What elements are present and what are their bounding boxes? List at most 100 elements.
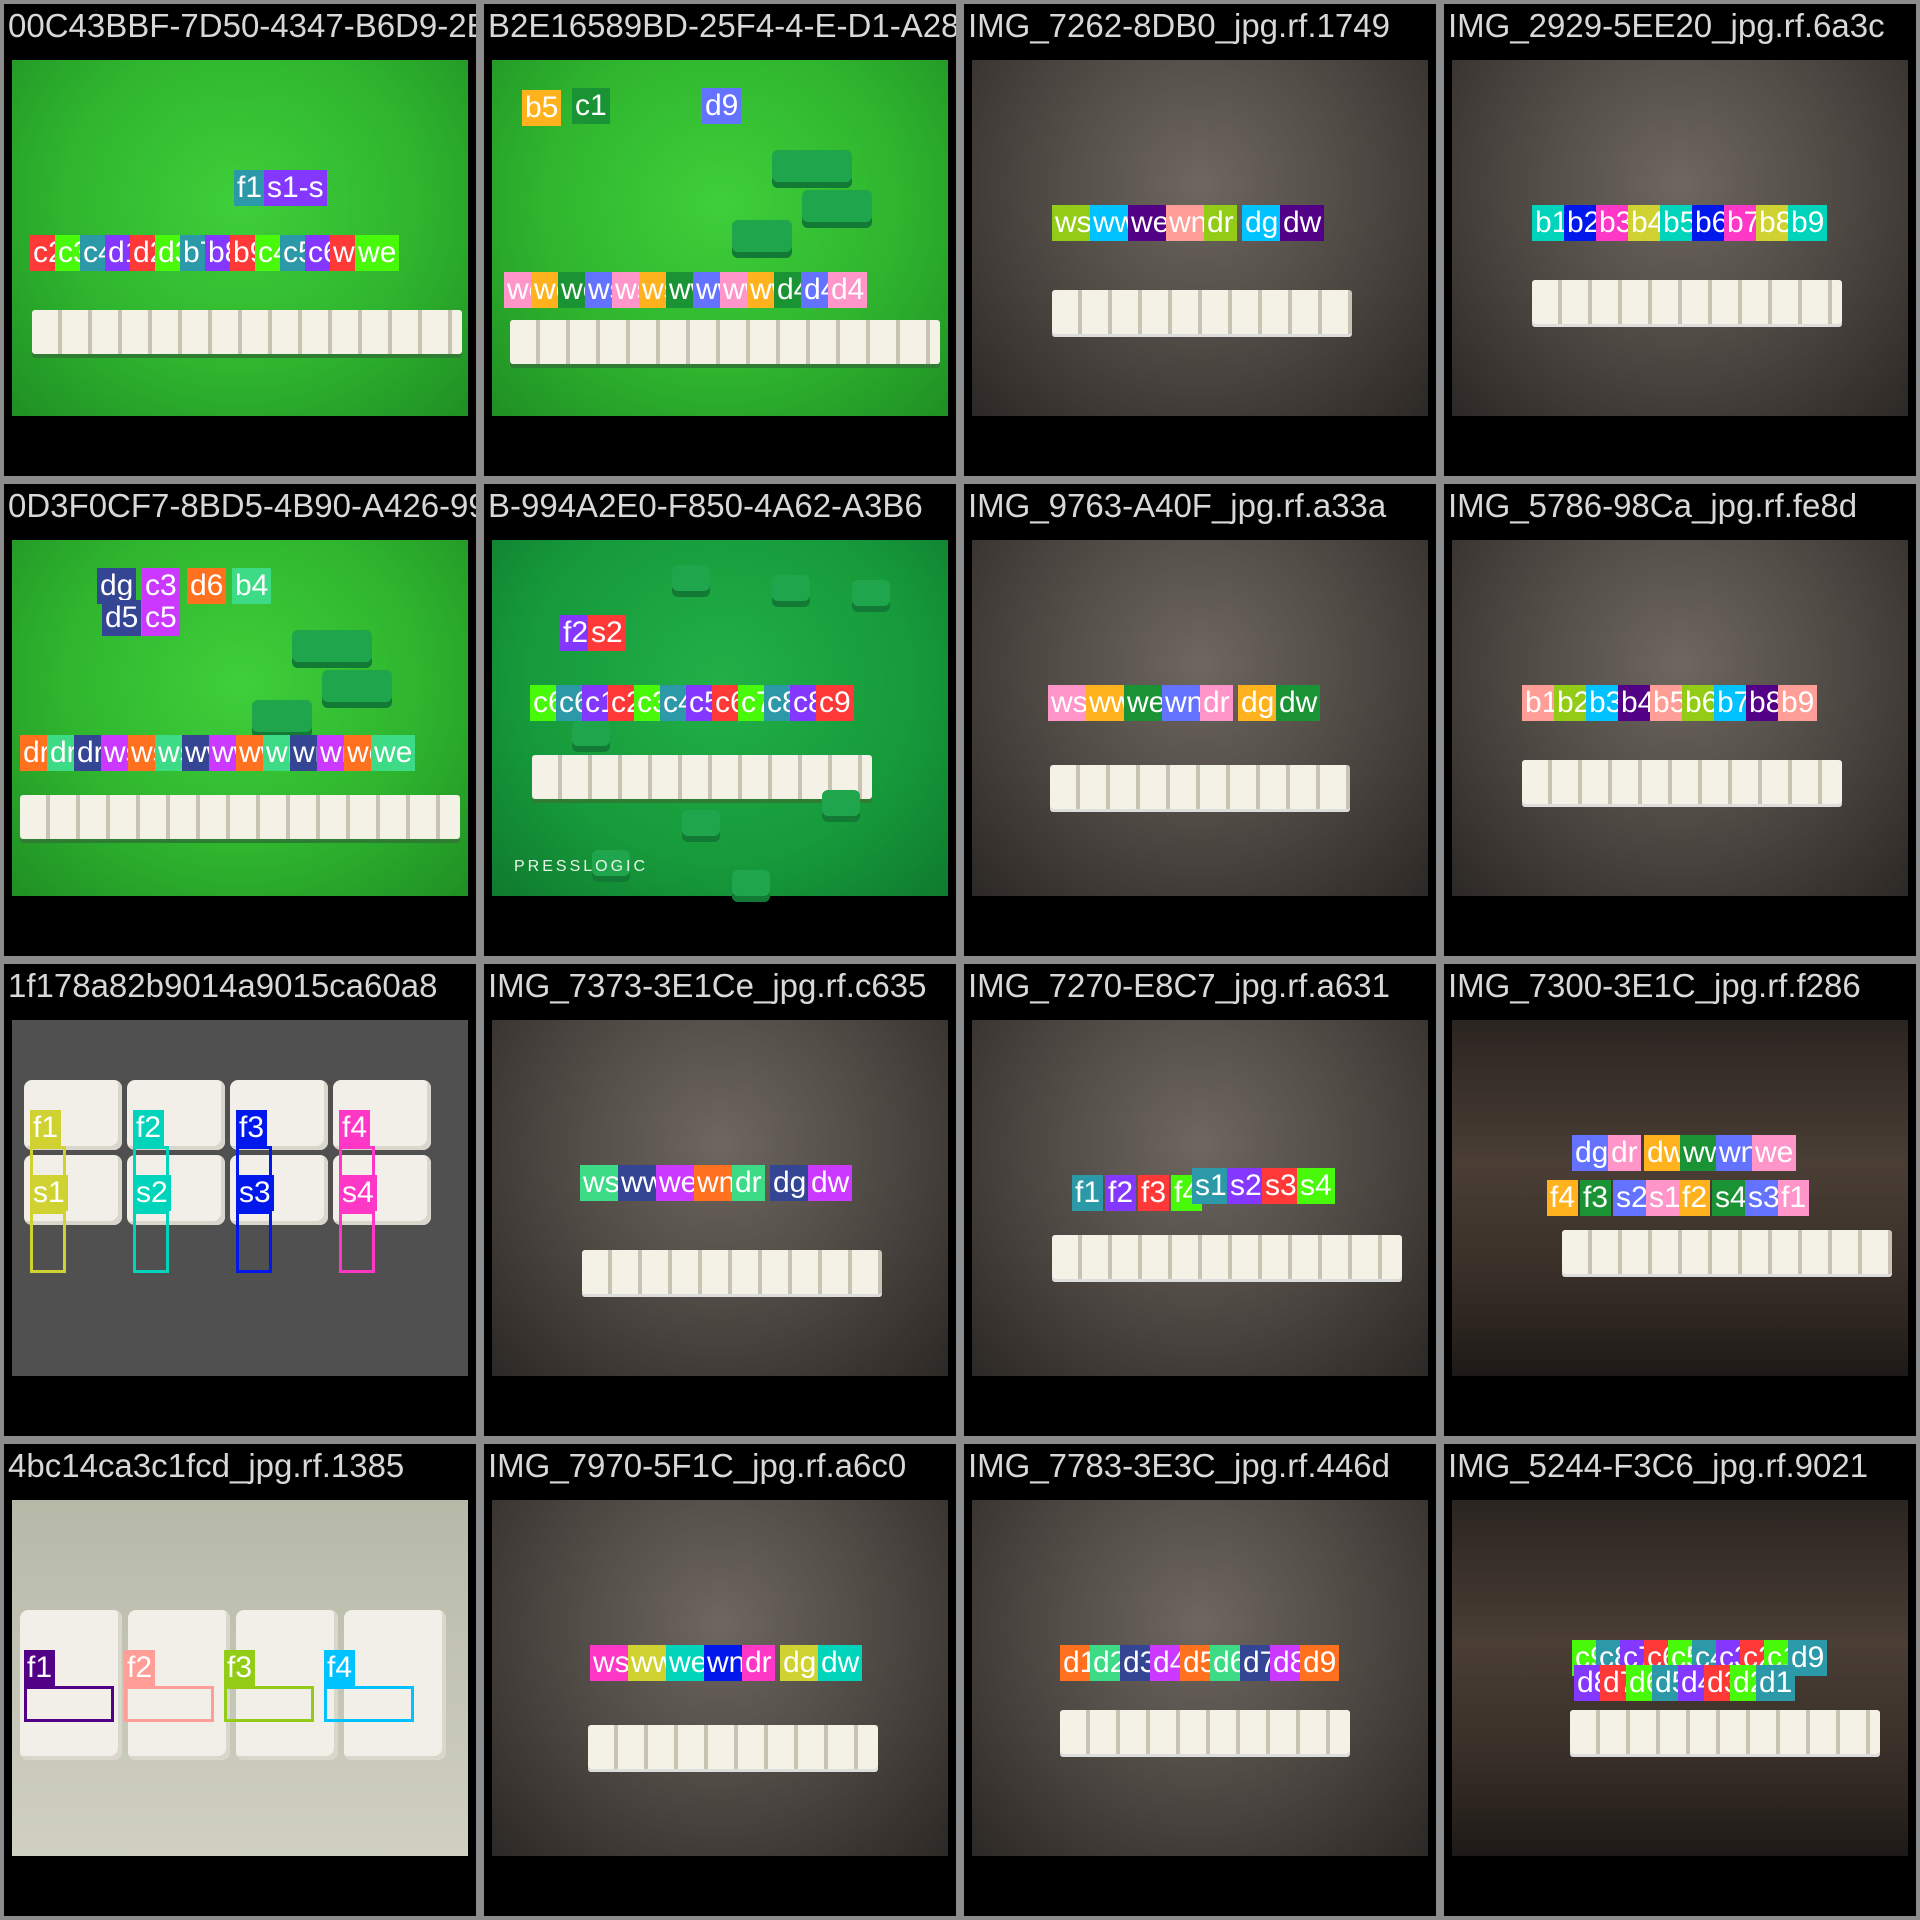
- photo: ws ww we wn dr dg dw: [972, 60, 1428, 416]
- mahjong-tile-row: [588, 1725, 878, 1769]
- grid-cell: 00C43BBF-7D50-4347-B6D9-2E6589BD-25F4-4-…: [4, 4, 476, 476]
- image-filename: B2E16589BD-25F4-4-E-D1-A28-6b-67-7262-8D…: [488, 7, 956, 44]
- green-tile-back: [772, 575, 810, 607]
- detection-label: dw: [1280, 205, 1325, 241]
- detection-label: d6: [187, 568, 227, 604]
- image-filename: 00C43BBF-7D50-4347-B6D9-2E6589BD-25F4-4-…: [8, 7, 476, 44]
- green-tile-back: [682, 810, 720, 842]
- photo: PRESSLOGIC f2 s2 c6 c6 c1 c2 c3 c4 c5 c6 c7 c8 c8 c9: [492, 540, 948, 902]
- green-tile-back: [852, 580, 890, 612]
- green-tile-back: [572, 720, 610, 752]
- detection-label: we: [1124, 685, 1169, 721]
- detection-label: s1: [1192, 1168, 1230, 1204]
- detection-label: s2: [1227, 1168, 1265, 1204]
- detection-label: we: [666, 1645, 711, 1681]
- detection-label: f2: [560, 615, 592, 651]
- detection-label: f2: [133, 1110, 165, 1146]
- grid-cell: IMG_9763-A40F_jpg.rf.a33a ws ww we wn dr dg dw: [964, 484, 1436, 956]
- detection-label: f1: [1778, 1180, 1810, 1216]
- detection-label: f4: [1547, 1180, 1579, 1216]
- detection-label: dw: [808, 1165, 853, 1201]
- detection-label: dw: [1276, 685, 1321, 721]
- mahjong-tile-row: [1060, 1710, 1350, 1754]
- detection-label: we: [371, 735, 416, 771]
- detection-label: f3: [1138, 1175, 1170, 1211]
- mahjong-tile-row: [1532, 280, 1842, 324]
- detection-label: d9: [702, 88, 742, 124]
- detection-box: [224, 1686, 314, 1722]
- detection-label: d1: [1756, 1665, 1796, 1701]
- detection-label: s3: [1262, 1168, 1300, 1204]
- grid-cell: IMG_7783-3E3C_jpg.rf.446d d1 d2 d3 d4 d5 d6 d7 d…: [964, 1444, 1436, 1916]
- detection-label: s4: [339, 1175, 377, 1211]
- mahjong-tile-row: [20, 795, 460, 839]
- detection-box: [339, 1211, 375, 1273]
- detection-label: we: [656, 1165, 701, 1201]
- photo: f1 f2 f3 f4 s1 s2 s3 s4: [12, 1020, 468, 1376]
- detection-label: f3: [236, 1110, 268, 1146]
- image-filename: IMG_2929-5EE20_jpg.rf.6a3c: [1448, 7, 1885, 44]
- mahjong-tile-row: [1570, 1710, 1880, 1754]
- image-filename: IMG_7270-E8C7_jpg.rf.a631: [968, 967, 1390, 1004]
- image-filename: 0D3F0CF7-8BD5-4B90-A426-99426E0F850A: [8, 487, 476, 524]
- detection-label: s3: [236, 1175, 274, 1211]
- detection-label: s1-s: [264, 170, 327, 206]
- green-tile-back: [592, 850, 630, 882]
- detection-label: b5: [522, 90, 562, 126]
- detection-label: f3: [224, 1650, 256, 1686]
- green-tile-back: [732, 220, 792, 258]
- mahjong-tile-row: [510, 320, 940, 364]
- image-filename: IMG_5786-98Ca_jpg.rf.fe8d: [1448, 487, 1858, 524]
- photo: b5 c1 d9 we we we ws ws ws ww ww ww ww d4 d4 d4: [492, 60, 948, 416]
- green-tile-back: [672, 565, 710, 597]
- green-tile-back: [772, 150, 852, 188]
- detection-label: dg: [770, 1165, 810, 1201]
- mahjong-tile-row: [32, 310, 462, 354]
- detection-label: f2: [1679, 1180, 1711, 1216]
- detection-label: s1: [1646, 1180, 1684, 1216]
- detection-label: dg: [1238, 685, 1278, 721]
- image-filename: IMG_5244-F3C6_jpg.rf.9021: [1448, 1447, 1869, 1484]
- detection-label: f1: [1072, 1175, 1104, 1211]
- image-filename: 4bc14ca3c1fcd_jpg.rf.1385: [8, 1447, 405, 1484]
- detection-label: s2: [133, 1175, 171, 1211]
- detection-label: dw: [818, 1645, 863, 1681]
- detection-label: s2: [1613, 1180, 1651, 1216]
- detection-label: d9: [1300, 1645, 1340, 1681]
- photo: b1 b2 b3 b4 b5 b6 b7 b8 b9: [1452, 540, 1908, 896]
- grid-cell: IMG_7373-3E1Ce_jpg.rf.c635 ws ww we wn dr dg dw: [484, 964, 956, 1436]
- mahjong-tile-row: [1052, 290, 1352, 334]
- green-tile-back: [252, 700, 312, 738]
- detection-box: [24, 1686, 114, 1722]
- detection-label: d4: [828, 272, 868, 308]
- detection-box: [30, 1211, 66, 1273]
- detection-label: wn: [1162, 685, 1207, 721]
- grid-cell: IMG_2929-5EE20_jpg.rf.6a3c b1 b2 b3 b4 b5 b6 b7…: [1444, 4, 1916, 476]
- detection-label: dr: [1204, 205, 1237, 241]
- photo: ws ww we wn dr dg dw: [972, 540, 1428, 896]
- watermark-text: PRESSLOGIC: [514, 858, 649, 875]
- image-filename: IMG_9763-A40F_jpg.rf.a33a: [968, 487, 1387, 524]
- detection-label: c3: [142, 568, 180, 604]
- detection-label: dr: [732, 1165, 765, 1201]
- photo: c9 c8 c7 c6 c5 c4 c3 c2 c1 d9 d8 d7 d6 d5 d4 d3 d2 d1: [1452, 1500, 1908, 1856]
- detection-label: s1: [30, 1175, 68, 1211]
- detection-label: ws: [580, 1165, 623, 1201]
- detection-label: ws: [1052, 205, 1095, 241]
- grid-cell: IMG_7270-E8C7_jpg.rf.a631 f1 f2 f3 f4 s1 s2 s3 s…: [964, 964, 1436, 1436]
- detection-label: c1: [572, 88, 610, 124]
- photo: f1 f2 f3 f4: [12, 1500, 468, 1856]
- detection-label: f1: [24, 1650, 56, 1686]
- detection-label: s4: [1297, 1168, 1335, 1204]
- detection-label: s2: [588, 615, 626, 651]
- detection-box: [236, 1211, 272, 1273]
- detection-label: dg: [780, 1645, 820, 1681]
- image-filename: IMG_7970-5F1C_jpg.rf.a6c0: [488, 1447, 907, 1484]
- detection-label: wn: [694, 1165, 739, 1201]
- detection-label: wn: [704, 1645, 749, 1681]
- grid-cell: IMG_7970-5F1C_jpg.rf.a6c0 ws ww we wn dr dg dw: [484, 1444, 956, 1916]
- mahjong-tile-row: [582, 1250, 882, 1294]
- photo: dg c3 d6 b4 d5 c5 dr dr dr ws ws ws ww ww ww wn wn wn we we: [12, 540, 468, 896]
- detection-box: [324, 1686, 414, 1722]
- detection-label: dg: [1572, 1135, 1612, 1171]
